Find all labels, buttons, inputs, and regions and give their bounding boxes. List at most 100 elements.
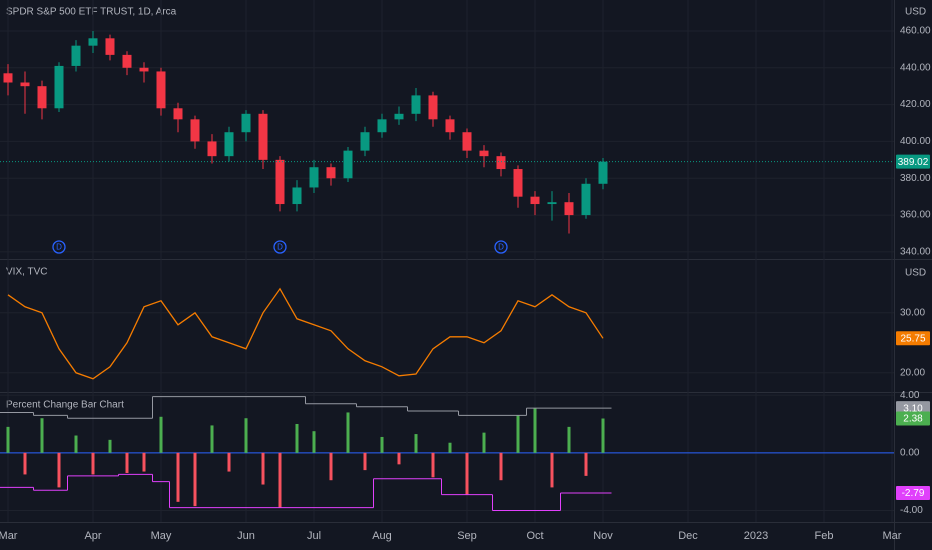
candle-body bbox=[513, 169, 523, 197]
candle-body bbox=[3, 73, 13, 83]
candle-body bbox=[411, 95, 421, 114]
candle-body bbox=[224, 132, 234, 157]
bar bbox=[193, 452, 197, 507]
x-tick-label: Jul bbox=[307, 530, 321, 542]
bar bbox=[516, 415, 520, 453]
candle-body bbox=[462, 132, 472, 151]
y-tick-label: -4.00 bbox=[900, 505, 923, 516]
candle-body bbox=[377, 119, 387, 133]
last-value-label: 3.10 bbox=[903, 403, 923, 414]
candle-body bbox=[258, 113, 268, 160]
bar bbox=[40, 418, 44, 453]
x-tick-label: Aug bbox=[372, 530, 392, 542]
bar bbox=[244, 418, 248, 453]
bar bbox=[363, 452, 367, 471]
y-tick-label: 460.00 bbox=[900, 26, 931, 37]
pane-title: SPDR S&P 500 ETF TRUST, 1D, Arca bbox=[6, 7, 177, 18]
x-tick-label: Nov bbox=[593, 530, 613, 542]
y-tick-label: 380.00 bbox=[900, 173, 931, 184]
bar bbox=[312, 431, 316, 453]
last-value-badge bbox=[896, 331, 930, 346]
bar bbox=[550, 452, 554, 488]
x-tick-label: Mar bbox=[883, 530, 902, 542]
pane-title: Percent Change Bar Chart bbox=[6, 400, 124, 411]
candle-body bbox=[445, 119, 455, 133]
y-tick-label: 0.00 bbox=[900, 447, 920, 458]
bar bbox=[584, 452, 588, 476]
y-tick-label: 30.00 bbox=[900, 307, 925, 318]
candle-body bbox=[394, 113, 404, 120]
bar bbox=[448, 442, 452, 453]
last-value-badge bbox=[896, 486, 930, 501]
bar bbox=[6, 426, 10, 453]
last-value-label: 25.75 bbox=[900, 333, 925, 344]
candle-body bbox=[54, 65, 64, 109]
candle-body bbox=[122, 54, 132, 68]
bar bbox=[108, 439, 112, 453]
bar bbox=[57, 452, 61, 488]
bar bbox=[567, 426, 571, 453]
x-tick-label: 2023 bbox=[744, 530, 768, 542]
bar bbox=[278, 452, 282, 508]
x-tick-label: Sep bbox=[457, 530, 477, 542]
y-tick-label: 400.00 bbox=[900, 136, 931, 147]
candle-body bbox=[496, 156, 506, 170]
candle-body bbox=[547, 202, 557, 205]
y-tick-label: 360.00 bbox=[900, 210, 931, 221]
bar bbox=[159, 416, 163, 453]
bar bbox=[91, 452, 95, 475]
candle-body bbox=[139, 67, 149, 72]
candle-body bbox=[428, 95, 438, 120]
candle-body bbox=[292, 187, 302, 205]
dividend-label: D bbox=[498, 243, 504, 252]
bar bbox=[142, 452, 146, 472]
candle-body bbox=[360, 132, 370, 151]
candle-body bbox=[479, 150, 489, 157]
bar bbox=[380, 436, 384, 453]
candle-body bbox=[207, 141, 217, 157]
dividend-label: D bbox=[56, 243, 62, 252]
y-tick-label: 340.00 bbox=[900, 247, 931, 258]
line-series bbox=[7, 287, 604, 380]
currency-label: USD bbox=[905, 7, 926, 18]
candle-body bbox=[326, 167, 336, 179]
bar bbox=[227, 452, 231, 472]
candle-body bbox=[88, 38, 98, 46]
bar bbox=[601, 418, 605, 453]
dividend-marker bbox=[494, 240, 508, 254]
candle-body bbox=[530, 196, 540, 205]
currency-label: USD bbox=[905, 268, 926, 279]
last-value-badge bbox=[896, 154, 930, 169]
dividend-label: D bbox=[277, 243, 283, 252]
bar bbox=[176, 452, 180, 502]
y-tick-label: 4.00 bbox=[900, 390, 920, 401]
bar bbox=[499, 452, 503, 481]
bar bbox=[125, 452, 129, 473]
x-tick-label: Dec bbox=[678, 530, 698, 542]
y-tick-label: 420.00 bbox=[900, 99, 931, 110]
dividend-marker bbox=[273, 240, 287, 254]
bar bbox=[482, 432, 486, 453]
x-tick-label: Mar bbox=[0, 530, 18, 542]
last-value-label: 2.38 bbox=[903, 414, 923, 425]
x-tick-label: May bbox=[151, 530, 172, 542]
bar bbox=[397, 452, 401, 465]
last-value-label: -2.79 bbox=[902, 488, 925, 499]
dividend-marker bbox=[52, 240, 66, 254]
bar bbox=[533, 408, 537, 453]
bar bbox=[74, 435, 78, 453]
candle-body bbox=[173, 108, 183, 120]
bar bbox=[414, 434, 418, 453]
candle-body bbox=[156, 71, 166, 109]
candle-body bbox=[37, 86, 47, 109]
candle-body bbox=[105, 38, 115, 55]
x-tick-label: Apr bbox=[84, 530, 101, 542]
bar bbox=[465, 452, 469, 495]
bar bbox=[261, 452, 265, 485]
bar bbox=[210, 425, 214, 453]
bar bbox=[295, 423, 299, 453]
x-tick-label: Jun bbox=[237, 530, 255, 542]
candle-body bbox=[581, 183, 591, 216]
bar bbox=[329, 452, 333, 481]
